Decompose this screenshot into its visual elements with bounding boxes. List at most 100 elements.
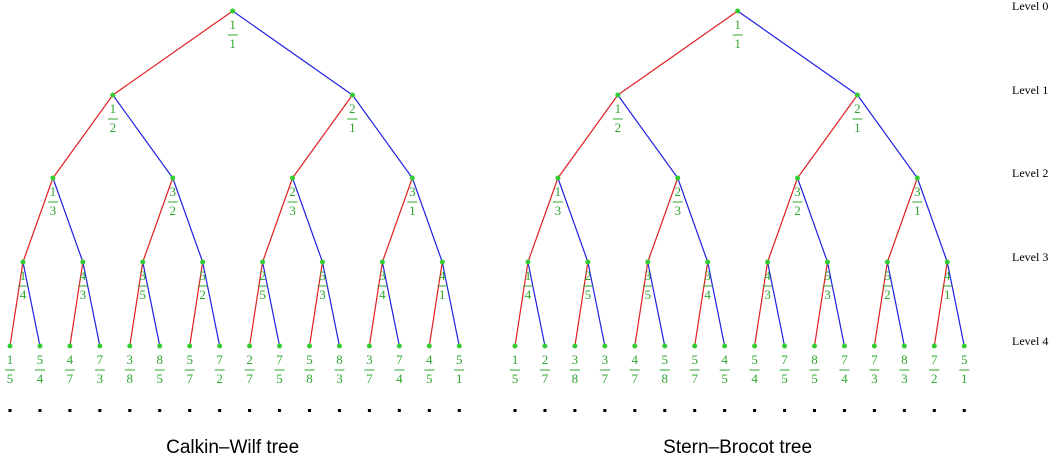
edge — [189, 261, 204, 347]
edge — [766, 261, 786, 347]
node-dot — [140, 259, 146, 265]
node-dot — [572, 343, 578, 349]
denominator: 2 — [794, 203, 801, 218]
numerator: 2 — [349, 101, 356, 116]
ellipsis-dot — [543, 409, 547, 412]
numerator: 4 — [944, 268, 951, 283]
node-dot — [632, 343, 638, 349]
node-dot — [931, 343, 937, 349]
numerator: 8 — [157, 352, 164, 367]
numerator: 3 — [169, 184, 176, 199]
numerator: 5 — [186, 352, 193, 367]
denominator: 3 — [871, 371, 878, 386]
ellipsis-dot — [573, 409, 577, 412]
denominator: 8 — [127, 371, 134, 386]
node-dot — [277, 343, 283, 349]
edge — [916, 177, 948, 263]
denominator: 5 — [781, 371, 788, 386]
denominator: 8 — [306, 371, 313, 386]
denominator: 5 — [645, 287, 652, 302]
node-dot — [795, 175, 801, 181]
node-dot — [260, 259, 266, 265]
numerator: 3 — [914, 184, 921, 199]
numerator: 5 — [961, 352, 968, 367]
tree-title: Stern–Brocot tree — [663, 437, 812, 458]
node-dot — [675, 175, 681, 181]
numerator: 3 — [379, 268, 386, 283]
node-dot — [871, 343, 877, 349]
node-dot — [854, 92, 860, 98]
denominator: 1 — [854, 120, 861, 135]
node-dot — [379, 259, 385, 265]
numerator: 2 — [542, 352, 549, 367]
numerator: 1 — [229, 17, 236, 32]
edge — [368, 261, 383, 347]
denominator: 5 — [585, 287, 592, 302]
edge — [441, 261, 460, 347]
numerator: 7 — [931, 352, 938, 367]
edge — [82, 261, 101, 347]
denominator: 3 — [824, 287, 831, 302]
ellipsis-dot — [8, 409, 12, 412]
node-dot — [841, 343, 847, 349]
numerator: 1 — [50, 184, 57, 199]
edge — [797, 94, 858, 179]
numerator: 3 — [140, 268, 147, 283]
ellipsis-dot — [248, 409, 252, 412]
numerator: 3 — [794, 184, 801, 199]
numerator: 4 — [439, 268, 446, 283]
denominator: 2 — [931, 371, 938, 386]
node-dot — [525, 259, 531, 265]
denominator: 8 — [662, 371, 669, 386]
node-dot — [349, 92, 355, 98]
denominator: 7 — [366, 371, 373, 386]
denominator: 4 — [525, 287, 532, 302]
denominator: 2 — [216, 371, 223, 386]
edge — [411, 177, 443, 263]
node-dot — [722, 343, 728, 349]
denominator: 5 — [721, 371, 728, 386]
ellipsis-dot — [902, 409, 906, 412]
node-dot — [456, 343, 462, 349]
edge — [587, 261, 606, 347]
edge — [112, 10, 233, 96]
edge — [677, 177, 709, 263]
denominator: 2 — [884, 287, 891, 302]
level-label: Level 0 — [1012, 0, 1048, 13]
numerator: 7 — [396, 352, 403, 367]
edge — [261, 261, 281, 347]
ellipsis-dot — [68, 409, 72, 412]
edge — [856, 94, 918, 179]
denominator: 3 — [319, 287, 326, 302]
numerator: 2 — [259, 268, 266, 283]
node-dot — [645, 259, 651, 265]
denominator: 1 — [914, 203, 921, 218]
denominator: 7 — [542, 371, 549, 386]
numerator: 1 — [20, 268, 27, 283]
node-dot — [110, 92, 116, 98]
edge — [142, 261, 161, 347]
denominator: 1 — [734, 36, 741, 51]
node-dot — [662, 343, 668, 349]
numerator: 1 — [615, 101, 622, 116]
level-label: Level 4 — [1012, 334, 1048, 348]
node-dot — [217, 343, 223, 349]
denominator: 4 — [379, 287, 386, 302]
numerator: 4 — [426, 352, 433, 367]
node-dot — [735, 8, 741, 14]
ellipsis-dot — [513, 409, 517, 412]
edge — [933, 261, 948, 347]
ellipsis-dot — [218, 409, 222, 412]
edge — [9, 261, 24, 347]
numerator: 4 — [764, 268, 771, 283]
node-dot — [615, 92, 621, 98]
denominator: 3 — [50, 203, 57, 218]
numerator: 2 — [246, 352, 253, 367]
ellipsis-dot — [962, 409, 966, 412]
numerator: 2 — [674, 184, 681, 199]
numerator: 1 — [7, 352, 14, 367]
edge — [381, 177, 413, 263]
ellipsis-dot — [753, 409, 757, 412]
edge — [647, 177, 679, 263]
denominator: 7 — [691, 371, 698, 386]
